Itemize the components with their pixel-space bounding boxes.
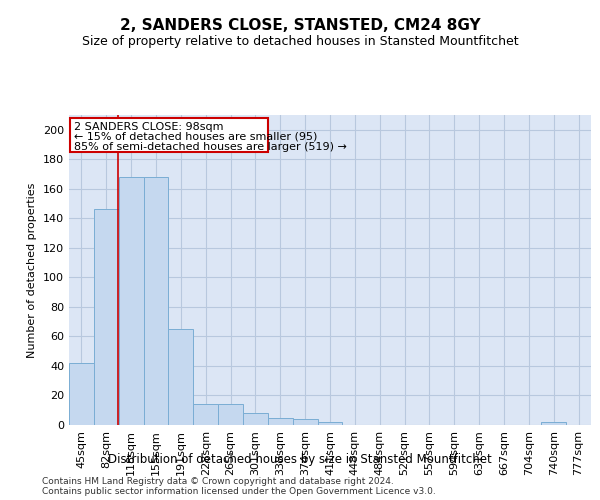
Bar <box>94 210 119 425</box>
FancyBboxPatch shape <box>70 118 268 152</box>
Bar <box>193 404 218 425</box>
Y-axis label: Number of detached properties: Number of detached properties <box>28 182 37 358</box>
Text: Contains public sector information licensed under the Open Government Licence v3: Contains public sector information licen… <box>42 488 436 496</box>
Text: 2, SANDERS CLOSE, STANSTED, CM24 8GY: 2, SANDERS CLOSE, STANSTED, CM24 8GY <box>119 18 481 32</box>
Bar <box>293 419 317 425</box>
Text: Size of property relative to detached houses in Stansted Mountfitchet: Size of property relative to detached ho… <box>82 35 518 48</box>
Text: Distribution of detached houses by size in Stansted Mountfitchet: Distribution of detached houses by size … <box>108 452 492 466</box>
Bar <box>243 413 268 425</box>
Text: 85% of semi-detached houses are larger (519) →: 85% of semi-detached houses are larger (… <box>74 142 347 152</box>
Bar <box>69 363 94 425</box>
Bar <box>143 177 169 425</box>
Bar <box>317 422 343 425</box>
Bar <box>268 418 293 425</box>
Bar <box>119 177 143 425</box>
Bar <box>218 404 243 425</box>
Bar <box>541 422 566 425</box>
Bar <box>169 329 193 425</box>
Text: 2 SANDERS CLOSE: 98sqm: 2 SANDERS CLOSE: 98sqm <box>74 122 223 132</box>
Text: Contains HM Land Registry data © Crown copyright and database right 2024.: Contains HM Land Registry data © Crown c… <box>42 478 394 486</box>
Text: ← 15% of detached houses are smaller (95): ← 15% of detached houses are smaller (95… <box>74 132 317 142</box>
